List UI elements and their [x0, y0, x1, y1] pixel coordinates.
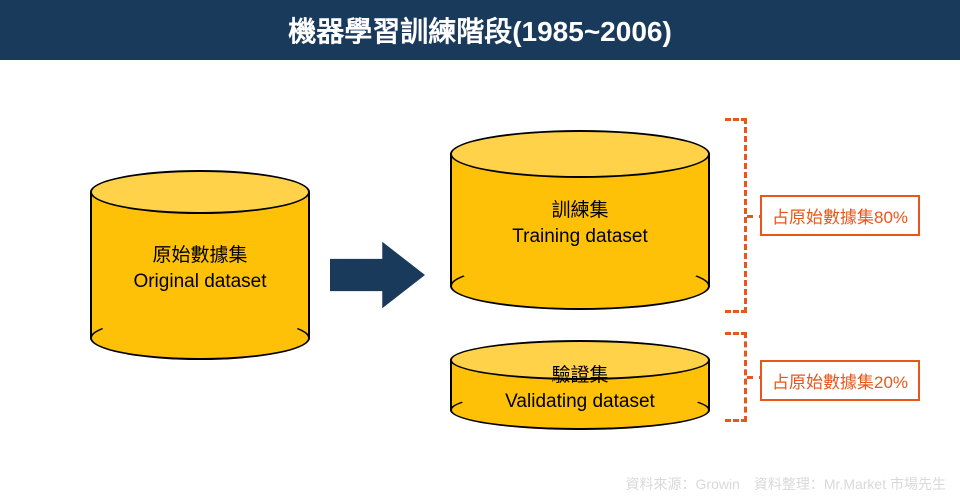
- cylinder-label: 原始數據集 Original dataset: [90, 243, 310, 294]
- cylinder-bottom: [90, 316, 310, 360]
- cylinder-label: 驗證集 Validating dataset: [450, 363, 710, 414]
- label-zh: 訓練集: [551, 200, 608, 221]
- cylinder-training-dataset: 訓練集 Training dataset: [450, 130, 710, 310]
- footer-credit: 資料來源：Growin 資料整理：Mr.Market 市場先生: [626, 474, 946, 494]
- page-header: 機器學習訓練階段(1985~2006): [0, 0, 960, 60]
- cylinder-top: [450, 130, 710, 178]
- badge-text: 占原始數據集80%: [772, 208, 908, 227]
- diagram-stage: 原始數據集 Original dataset 訓練集 Training data…: [0, 60, 960, 502]
- label-en: Original dataset: [133, 271, 266, 292]
- brace-validating: [725, 332, 747, 422]
- cylinder-original-dataset: 原始數據集 Original dataset: [90, 170, 310, 360]
- footer-text: 資料來源：Growin 資料整理：Mr.Market 市場先生: [626, 476, 946, 492]
- cylinder-label: 訓練集 Training dataset: [450, 198, 710, 249]
- badge-training-percent: 占原始數據集80%: [760, 195, 920, 236]
- label-zh: 原始數據集: [152, 245, 247, 266]
- arrow-icon: [330, 240, 425, 310]
- label-zh: 驗證集: [551, 365, 608, 386]
- label-en: Training dataset: [512, 226, 648, 247]
- label-en: Validating dataset: [505, 391, 655, 412]
- page-title: 機器學習訓練階段(1985~2006): [288, 10, 672, 50]
- arrow-right: [330, 240, 425, 310]
- cylinder-validating-dataset: 驗證集 Validating dataset: [450, 340, 710, 430]
- cylinder-top: [90, 170, 310, 214]
- cylinder-bottom: [450, 262, 710, 310]
- brace-training: [725, 118, 747, 313]
- badge-validating-percent: 占原始數據集20%: [760, 360, 920, 401]
- badge-text: 占原始數據集20%: [772, 373, 908, 392]
